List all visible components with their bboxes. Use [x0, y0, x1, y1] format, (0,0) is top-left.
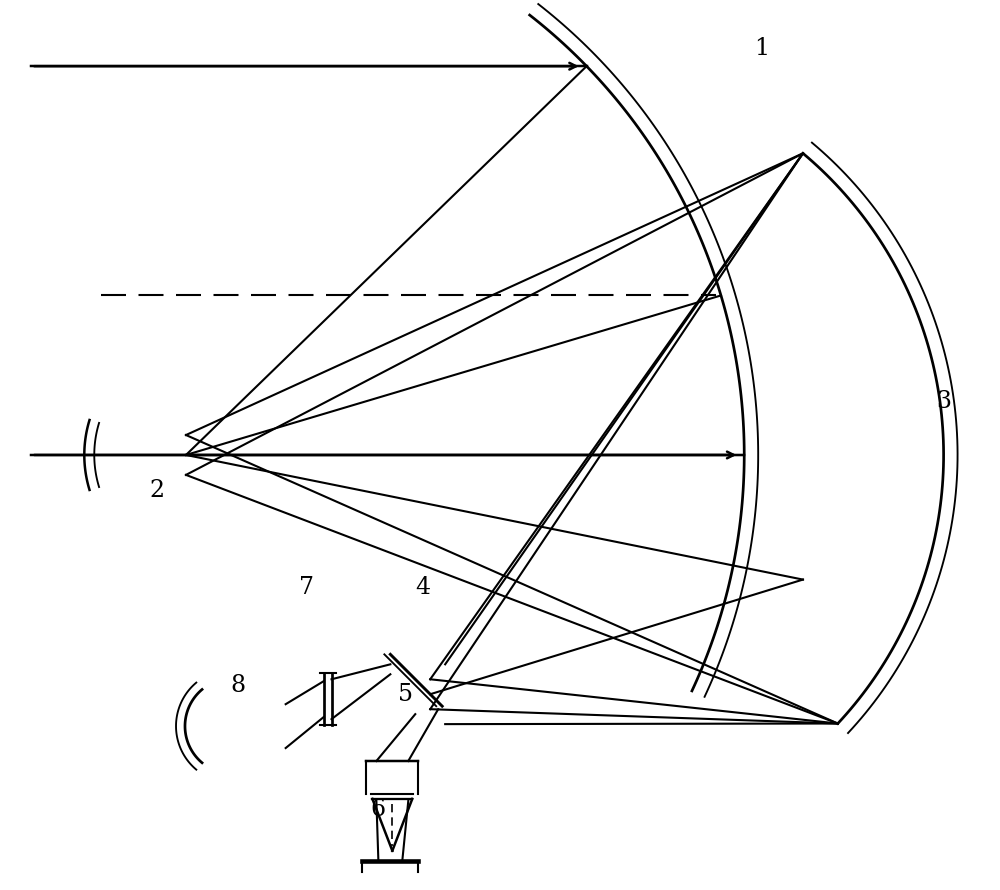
Text: 7: 7 [299, 577, 314, 599]
Text: 5: 5 [398, 683, 413, 706]
Text: 3: 3 [937, 390, 952, 413]
Text: 2: 2 [149, 479, 164, 502]
Text: 1: 1 [754, 36, 769, 60]
Text: 8: 8 [231, 674, 246, 697]
Text: 6: 6 [370, 798, 386, 821]
Text: 4: 4 [415, 577, 430, 599]
